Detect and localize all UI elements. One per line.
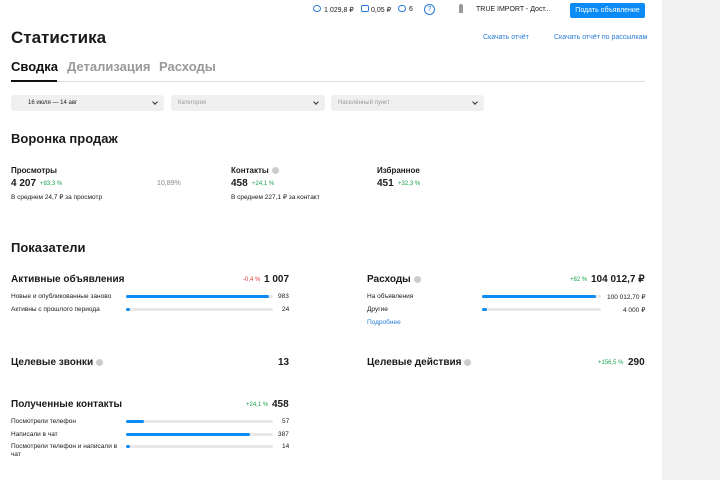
bar-track: [126, 432, 273, 436]
row-value: 983: [278, 293, 289, 300]
download-mailing-report[interactable]: Скачать отчёт по рассылкам: [554, 34, 648, 41]
bar-fill: [482, 295, 597, 298]
row-label: Посмотрели телефон: [11, 418, 76, 425]
card-change: -0,4 %: [243, 277, 261, 283]
metrics-title: Показатели: [11, 240, 86, 255]
card-title: Активные объявления: [11, 274, 125, 285]
rocket-icon: [459, 4, 463, 13]
row-value: 387: [278, 430, 289, 438]
bonus-icon: [361, 5, 369, 12]
download-report[interactable]: Скачать отчёт: [483, 34, 529, 41]
messages-icon: [398, 5, 406, 12]
stage-note: В среднем 227,1 ₽ за контакт: [231, 194, 320, 201]
card-title: Полученные контакты: [11, 399, 123, 410]
location-filter[interactable]: Населённый пункт: [331, 95, 484, 111]
bar-fill: [482, 307, 487, 311]
stage-value: 4 207: [11, 178, 37, 189]
info-icon[interactable]: [96, 358, 104, 366]
messages[interactable]: 6: [409, 6, 413, 13]
row-label: Другие: [367, 305, 388, 313]
card-change: +24,1 %: [246, 402, 269, 408]
card-title: Целевые действия: [367, 357, 472, 368]
bar-fill: [126, 307, 130, 311]
tab[interactable]: Расходы: [159, 59, 216, 74]
bar-track: [126, 307, 273, 311]
row-value: 57: [282, 418, 290, 425]
row-label: Новые и опубликованные заново: [11, 293, 112, 300]
stage-change: +83,3 %: [40, 181, 63, 187]
bar-track: [126, 445, 273, 448]
stage-name: Просмотры: [11, 166, 58, 175]
tab[interactable]: Детализация: [67, 59, 151, 74]
details-link[interactable]: Подробнее: [367, 319, 401, 326]
stage-value: 451: [377, 178, 394, 189]
bar-fill: [126, 432, 251, 436]
bar-fill: [126, 420, 145, 423]
page-title: Статистика: [11, 28, 107, 47]
bar-track: [482, 295, 601, 298]
funnel-title: Воронка продаж: [11, 131, 118, 146]
stage-note: В среднем 24,7 ₽ за просмотр: [11, 194, 103, 201]
row-label: На объявления: [367, 293, 414, 300]
row-value: 24: [282, 305, 290, 313]
date-filter[interactable]: 16 июля — 14 авг: [11, 95, 164, 111]
card-change: +82 %: [570, 277, 588, 283]
card-total: 290: [628, 357, 645, 368]
balance[interactable]: 1 029,8 ₽: [324, 7, 354, 14]
stage-change: +32,3 %: [398, 181, 421, 187]
bonus[interactable]: 0,05 ₽: [371, 7, 392, 14]
info-icon[interactable]: [271, 167, 279, 175]
card-total: 13: [278, 357, 290, 368]
side-strip: [662, 0, 720, 480]
row-label: Написали в чат: [11, 430, 58, 438]
row-value: 14: [282, 443, 290, 450]
card-total: 1 007: [264, 274, 290, 285]
stage-value: 458: [231, 178, 248, 189]
help[interactable]: ?: [424, 4, 435, 15]
row-label: Посмотрели телефон и написали в чат: [11, 443, 118, 458]
info-icon[interactable]: [413, 275, 421, 283]
stage-name: Контакты: [231, 166, 279, 175]
wallet-icon: [313, 5, 321, 12]
stage-change: +24,1 %: [252, 181, 275, 187]
bar-fill: [126, 295, 270, 298]
stage-name: Избранное: [377, 166, 420, 175]
row-value: 4 000 ₽: [623, 306, 646, 314]
bar-fill: [126, 445, 131, 448]
card-title: Расходы: [367, 274, 421, 285]
account[interactable]: TRUE IMPORT - Дост...: [476, 6, 551, 13]
category-filter[interactable]: Категория: [171, 95, 325, 111]
row-value: 100 012,70 ₽: [607, 294, 646, 301]
post-button[interactable]: Подать объявление: [570, 3, 645, 18]
card-title: Целевые звонки: [11, 357, 104, 368]
info-icon[interactable]: [464, 358, 472, 366]
tab-underline: [11, 80, 57, 82]
bar-track: [126, 295, 273, 298]
row-label: Активны с прошлого периода: [11, 305, 100, 313]
bar-track: [126, 420, 273, 423]
card-change: +156,5 %: [598, 360, 624, 366]
bar-track: [482, 307, 601, 311]
card-total: 104 012,7 ₽: [591, 274, 645, 285]
card-total: 458: [272, 399, 289, 410]
conversion: 10,89%: [157, 180, 181, 187]
tab-divider: [11, 81, 645, 82]
tab[interactable]: Сводка: [11, 59, 58, 74]
